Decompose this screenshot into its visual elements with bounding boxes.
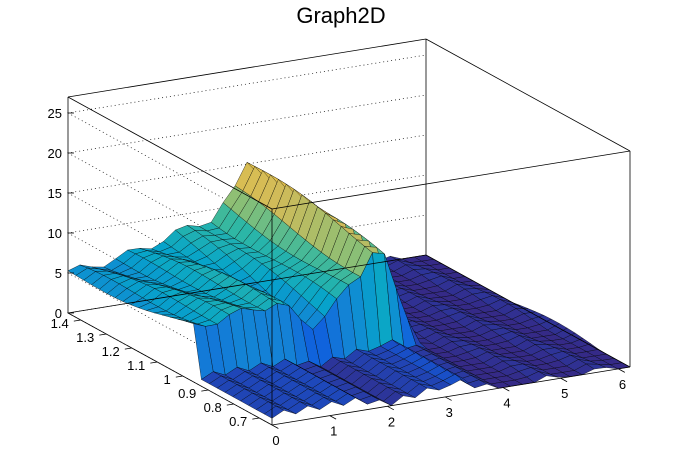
chart-title: Graph2D bbox=[296, 3, 385, 28]
frame-edge bbox=[425, 254, 631, 368]
z-tick-label: 5 bbox=[55, 266, 62, 281]
y-tick bbox=[150, 361, 158, 364]
y-tick-label: 1 bbox=[164, 372, 171, 387]
x-tick bbox=[387, 405, 395, 411]
y-tick-label: 0.9 bbox=[178, 386, 196, 401]
x-tick bbox=[271, 424, 279, 429]
frame-edge bbox=[271, 150, 631, 210]
z-tick-label: 10 bbox=[48, 226, 62, 241]
y-tick bbox=[175, 375, 183, 378]
y-tick-label: 0.7 bbox=[229, 414, 247, 429]
y-tick bbox=[99, 333, 107, 336]
z-tick-label: 20 bbox=[48, 146, 62, 161]
frame-edge bbox=[67, 312, 273, 426]
y-tick bbox=[226, 403, 234, 406]
x-tick-label: 1 bbox=[330, 424, 337, 439]
x-tick-label: 0 bbox=[272, 433, 279, 448]
frame-edge bbox=[67, 96, 273, 210]
z-tick-label: 15 bbox=[48, 186, 62, 201]
y-tick-label: 1.4 bbox=[51, 316, 69, 331]
x-tick bbox=[445, 396, 452, 401]
y-tick-label: 1.1 bbox=[127, 358, 145, 373]
y-tick-label: 0.8 bbox=[204, 400, 222, 415]
x-tick-label: 4 bbox=[503, 396, 510, 411]
x-tick bbox=[502, 387, 510, 392]
z-tick-label: 25 bbox=[48, 106, 62, 121]
surface-layer bbox=[67, 162, 631, 419]
x-tick-label: 6 bbox=[619, 377, 626, 392]
x-tick-label: 5 bbox=[561, 386, 568, 401]
frame-layer bbox=[67, 38, 631, 426]
y-tick bbox=[252, 417, 260, 420]
x-tick-label: 2 bbox=[388, 414, 395, 429]
frame-edge bbox=[67, 38, 427, 98]
x-tick bbox=[329, 415, 337, 420]
frame-edge bbox=[425, 38, 631, 152]
x-tick-label: 3 bbox=[446, 405, 453, 420]
y-tick bbox=[201, 389, 209, 392]
frame-edge bbox=[67, 254, 427, 314]
y-tick bbox=[124, 347, 132, 350]
y-tick bbox=[73, 319, 81, 322]
x-tick bbox=[560, 377, 568, 383]
y-tick-label: 1.2 bbox=[102, 344, 120, 359]
z-tick-label: 0 bbox=[55, 306, 62, 321]
frame-edge bbox=[271, 366, 631, 426]
x-tick bbox=[618, 368, 626, 373]
y-tick-label: 1.3 bbox=[76, 330, 94, 345]
